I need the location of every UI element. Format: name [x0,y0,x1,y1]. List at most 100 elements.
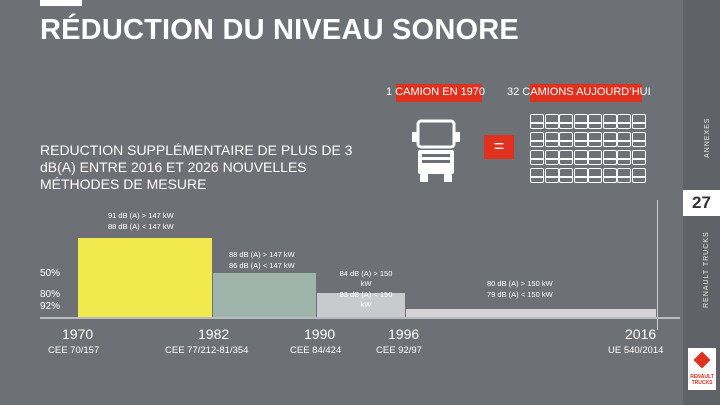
mini-truck-icon [544,114,559,124]
timeline-reg-1982: CEE 77/212-81/354 [165,345,249,356]
timeline-year-1996: 1996 [388,326,420,342]
truck-icon [412,119,460,182]
subtitle-text: REDUCTION SUPPLÉMENTAIRE DE PLUS DE 3 dB… [40,142,353,192]
mini-truck-icon [617,114,631,124]
label-1970: 1 CAMION EN 1970 [386,86,486,98]
mini-truck-icon [602,168,617,178]
mini-truck-icon [602,140,617,147]
sidebar-annexes-label[interactable]: ANNEXES [704,117,711,158]
bar-1982 [213,273,316,318]
mini-truck-icon [559,132,573,142]
timeline-reg-1996: CEE 92/97 [376,345,422,356]
note-1990-d: kW [360,300,372,309]
mini-truck-icon [631,176,646,183]
label-today: 32 CAMIONS AUJOURD’HUI [507,86,651,98]
pct-50: 50% [40,268,61,279]
note-1982-b: 86 dB (A) < 147 kW [229,261,295,270]
pct-80: 80% [40,289,61,300]
note-1990-a: 84 dB (A) > 150 [339,269,393,278]
mini-truck-icon [544,140,559,147]
mini-truck-icon [617,122,631,129]
bar-1990 [317,293,405,318]
mini-truck-icon [602,114,617,124]
mini-truck-icon [588,158,602,165]
mini-truck-icon [573,132,588,142]
mini-truck-icon [530,132,544,142]
page-number: 27 [683,190,720,216]
mini-truck-icon [530,168,544,178]
mini-truck-icon [559,176,573,183]
mini-truck-icon [631,140,646,147]
mini-truck-icon [588,150,602,160]
mini-truck-icon [544,158,559,165]
mini-truck-icon [617,176,631,183]
mini-truck-icon [530,114,544,124]
mini-truck-icon [631,122,646,129]
mini-truck-icon [631,114,646,124]
note-1970-a: 91 dB (A) > 147 kW [108,211,174,220]
mini-truck-icon [559,122,573,129]
brand-logo-text: RENAULT TRUCKS [690,374,714,386]
mini-truck-icon [530,140,544,147]
mini-truck-icon [631,168,646,178]
mini-truck-icon [617,150,631,160]
mini-truck-icon [602,150,617,160]
note-1982-a: 88 dB (A) > 147 kW [229,250,295,259]
mini-truck-icon [573,150,588,160]
mini-truck-icon [559,168,573,178]
label-today-highlight [530,84,642,102]
mini-truck-icon [617,158,631,165]
timeline-reg-1990: CEE 84/424 [290,345,342,356]
mini-truck-icon [573,140,588,147]
mini-truck-icon [588,168,602,178]
note-1990-b: kW [360,279,372,288]
mini-truck-icon [588,132,602,142]
equals-sign: = [484,135,514,159]
label-1970-highlight [396,84,482,102]
sidebar-brand-label: RENAULT TRUCKS [703,231,710,308]
mini-truck-icon [573,158,588,165]
mini-truck-icon [573,168,588,178]
mini-truck-icon [602,132,617,142]
mini-truck-icon [617,132,631,142]
mini-truck-icon [559,150,573,160]
timeline-reg-1970: CEE 70/157 [48,345,100,356]
mini-truck-icon [588,140,602,147]
note-2016-a: 80 dB (A) > 150 kW [487,279,553,288]
timeline-year-1982: 1982 [198,326,230,342]
timeline-year-1990: 1990 [304,326,336,342]
bar-2016 [406,309,656,318]
mini-truck-icon [559,114,573,124]
page-title: RÉDUCTION DU NIVEAU SONORE [40,14,519,46]
mini-truck-icon [602,158,617,165]
mini-truck-icon [573,122,588,129]
mini-truck-icon [631,158,646,165]
timeline-year-2016: 2016 [625,326,657,342]
mini-truck-icon [631,150,646,160]
mini-truck-icon [530,122,544,129]
note-2016-b: 79 dB (A) < 150 kW [487,290,553,299]
bar-1970 [78,238,212,318]
note-1990-c: 83 dB (A) < 150 [339,290,393,299]
mini-truck-icon [573,176,588,183]
mini-truck-icon [544,122,559,129]
mini-truck-icon [530,150,544,160]
mini-truck-icon [544,168,559,178]
divider-line [657,200,658,330]
mini-truck-icon [588,176,602,183]
mini-truck-icon [573,114,588,124]
mini-truck-icon [602,122,617,129]
mini-truck-icon [631,132,646,142]
brand-logo: RENAULT TRUCKS [688,348,716,390]
mini-truck-icon [559,158,573,165]
mini-truck-icon [588,122,602,129]
mini-truck-icon [530,158,544,165]
note-1970-b: 88 dB (A) < 147 kW [108,222,174,231]
mini-truck-icon [544,150,559,160]
mini-truck-icon [602,176,617,183]
mini-truck-icon [530,176,544,183]
mini-truck-icon [617,140,631,147]
brand-diamond-icon [693,351,711,369]
timeline-baseline [40,317,680,319]
mini-truck-icon [559,140,573,147]
